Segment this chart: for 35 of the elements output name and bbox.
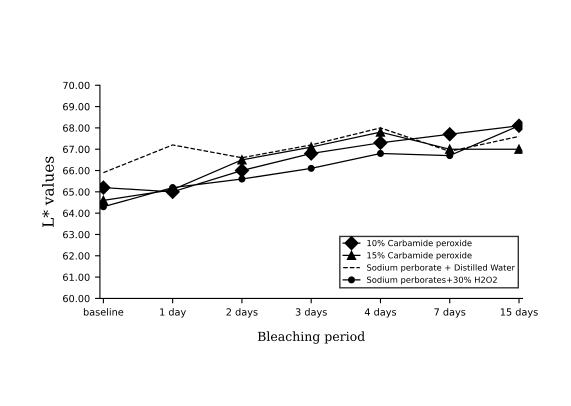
y-tick-label: 61.00 — [63, 274, 90, 281]
y-tick-label: 64.00 — [63, 210, 90, 217]
point — [237, 155, 247, 165]
legend-label: 10% Carbamide peroxide — [367, 240, 472, 248]
x-tick-label: baseline — [84, 308, 124, 316]
y-tick-label: 69.00 — [63, 103, 90, 110]
y-tick-label: 67.00 — [63, 146, 90, 154]
y-axis-title: L* values — [42, 156, 54, 227]
legend-label: 15% Carbamide peroxide — [367, 252, 472, 260]
x-tick-label: 4 days — [364, 308, 396, 318]
y-tick-label: 63.00 — [63, 230, 90, 238]
x-tick-label: 7 days — [434, 308, 466, 318]
y-tick-label: 62.00 — [63, 252, 90, 260]
y-tick-label: 68.00 — [63, 124, 90, 132]
point — [306, 142, 316, 152]
x-axis-title: Bleaching period — [258, 331, 365, 344]
point — [376, 150, 384, 158]
y-tick-label: 70.00 — [63, 82, 90, 90]
point — [514, 144, 522, 154]
point — [308, 164, 315, 172]
y-tick-label: 60.00 — [63, 294, 90, 302]
x-tick-label: 2 days — [226, 308, 258, 318]
point — [100, 196, 108, 206]
x-tick-label: 1 day — [160, 308, 186, 318]
point — [376, 128, 386, 137]
point — [442, 127, 457, 142]
point — [234, 163, 250, 178]
legend-label: Sodium perborates+30% H2O2 — [367, 276, 497, 285]
x-tick-label: 3 days — [296, 308, 327, 318]
point — [373, 136, 388, 150]
y-tick-label: 66.00 — [63, 167, 90, 174]
y-tick-label: 65.00 — [63, 188, 90, 196]
x-tick-label: 15 days — [500, 308, 538, 318]
legend-label: Sodium perborate + Distilled Water — [367, 264, 515, 272]
point — [238, 176, 246, 183]
